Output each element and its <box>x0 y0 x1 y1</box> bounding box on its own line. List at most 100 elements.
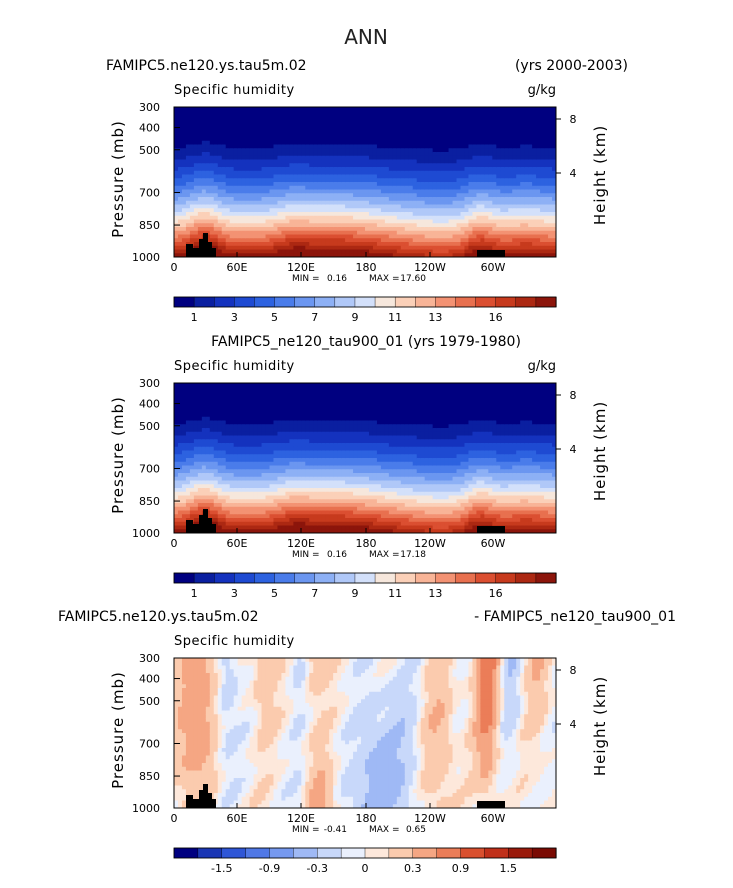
contour-cell <box>392 137 398 142</box>
contour-cell <box>540 107 545 112</box>
contour-cell <box>297 182 302 187</box>
contour-cell <box>257 484 263 489</box>
contour-cell <box>516 174 521 179</box>
contour-cell <box>400 208 406 213</box>
contour-cell <box>321 114 326 119</box>
contour-cell <box>245 525 251 530</box>
contour-cell <box>193 170 199 176</box>
contour-cell <box>197 510 203 515</box>
contour-cell <box>245 148 251 153</box>
contour-cell <box>309 155 314 161</box>
contour-cell <box>476 215 481 221</box>
contour-cell <box>456 197 462 202</box>
contour-cell <box>201 401 207 407</box>
contour-cell <box>233 107 239 112</box>
contour-cell <box>452 129 458 134</box>
contour-cell <box>233 401 239 407</box>
contour-cell <box>468 133 474 138</box>
contour-cell <box>341 242 346 247</box>
contour-cell <box>197 170 203 176</box>
contour-cell <box>297 118 302 123</box>
contour-cell <box>269 413 275 418</box>
contour-cell <box>177 469 183 474</box>
contour-cell <box>293 200 298 206</box>
contour-cell <box>209 107 215 112</box>
contour-cell <box>480 159 485 164</box>
contour-cell <box>500 159 505 164</box>
contour-cell <box>225 193 231 198</box>
contour-cell <box>504 219 509 224</box>
contour-cell <box>249 227 255 232</box>
x-tick-label: 120E <box>287 261 315 274</box>
contour-cell <box>392 182 398 187</box>
contour-cell <box>181 405 187 410</box>
contour-cell <box>261 144 267 149</box>
contour-cell <box>277 473 283 478</box>
contour-cell <box>337 114 342 119</box>
contour-cell <box>221 458 227 463</box>
contour-cell <box>189 193 195 198</box>
contour-cell <box>213 197 219 202</box>
contour-cell <box>548 249 553 254</box>
contour-cell <box>277 245 283 251</box>
contour-cell <box>197 215 203 221</box>
contour-cell <box>217 204 223 209</box>
contour-cell <box>185 394 191 399</box>
contour-cell <box>540 185 545 191</box>
contour-cell <box>349 193 354 198</box>
contour-cell <box>365 182 370 187</box>
contour-cell <box>480 155 485 161</box>
contour-cell <box>365 163 370 168</box>
contour-cell <box>273 249 279 254</box>
contour-cell <box>357 174 362 179</box>
contour-cell <box>337 204 342 209</box>
contour-cell <box>548 155 553 161</box>
contour-cell <box>181 420 187 425</box>
contour-cell <box>301 155 306 161</box>
contour-cell <box>221 439 227 444</box>
contour-cell <box>185 510 191 515</box>
contour-cell <box>185 446 191 452</box>
contour-cell <box>197 167 203 172</box>
contour-cell <box>544 245 549 251</box>
contour-cell <box>349 174 354 179</box>
contour-cell <box>368 133 374 138</box>
contour-cell <box>197 189 203 194</box>
contour-cell <box>424 227 430 232</box>
contour-cell <box>193 185 199 191</box>
contour-cell <box>404 144 410 149</box>
contour-cell <box>484 140 489 146</box>
contour-cell <box>261 245 267 251</box>
contour-cell <box>456 129 462 134</box>
contour-cell <box>440 159 446 164</box>
contour-cell <box>241 521 247 527</box>
colorbar-swatch <box>173 296 195 308</box>
contour-cell <box>349 159 354 164</box>
contour-cell <box>237 514 243 519</box>
contour-cell <box>544 208 549 213</box>
contour-cell <box>285 133 290 138</box>
contour-cell <box>408 215 414 221</box>
contour-cell <box>337 129 342 134</box>
contour-cell <box>420 125 426 131</box>
contour-cell <box>341 249 346 254</box>
contour-cell <box>233 245 239 251</box>
contour-cell <box>253 110 259 116</box>
contour-cell <box>476 193 481 198</box>
contour-cell <box>257 503 263 508</box>
contour-cell <box>384 137 390 142</box>
contour-cell <box>504 234 509 239</box>
contour-cell <box>257 215 263 221</box>
contour-cell <box>241 238 247 243</box>
contour-cell <box>313 200 318 206</box>
contour-cell <box>488 107 493 112</box>
contour-cell <box>472 167 478 172</box>
contour-cell <box>325 227 330 232</box>
contour-cell <box>400 230 406 236</box>
contour-cell <box>428 133 434 138</box>
contour-cell <box>536 208 541 213</box>
contour-cell <box>325 185 330 191</box>
contour-cell <box>476 223 481 228</box>
contour-cell <box>432 159 438 164</box>
contour-cell <box>233 454 239 459</box>
